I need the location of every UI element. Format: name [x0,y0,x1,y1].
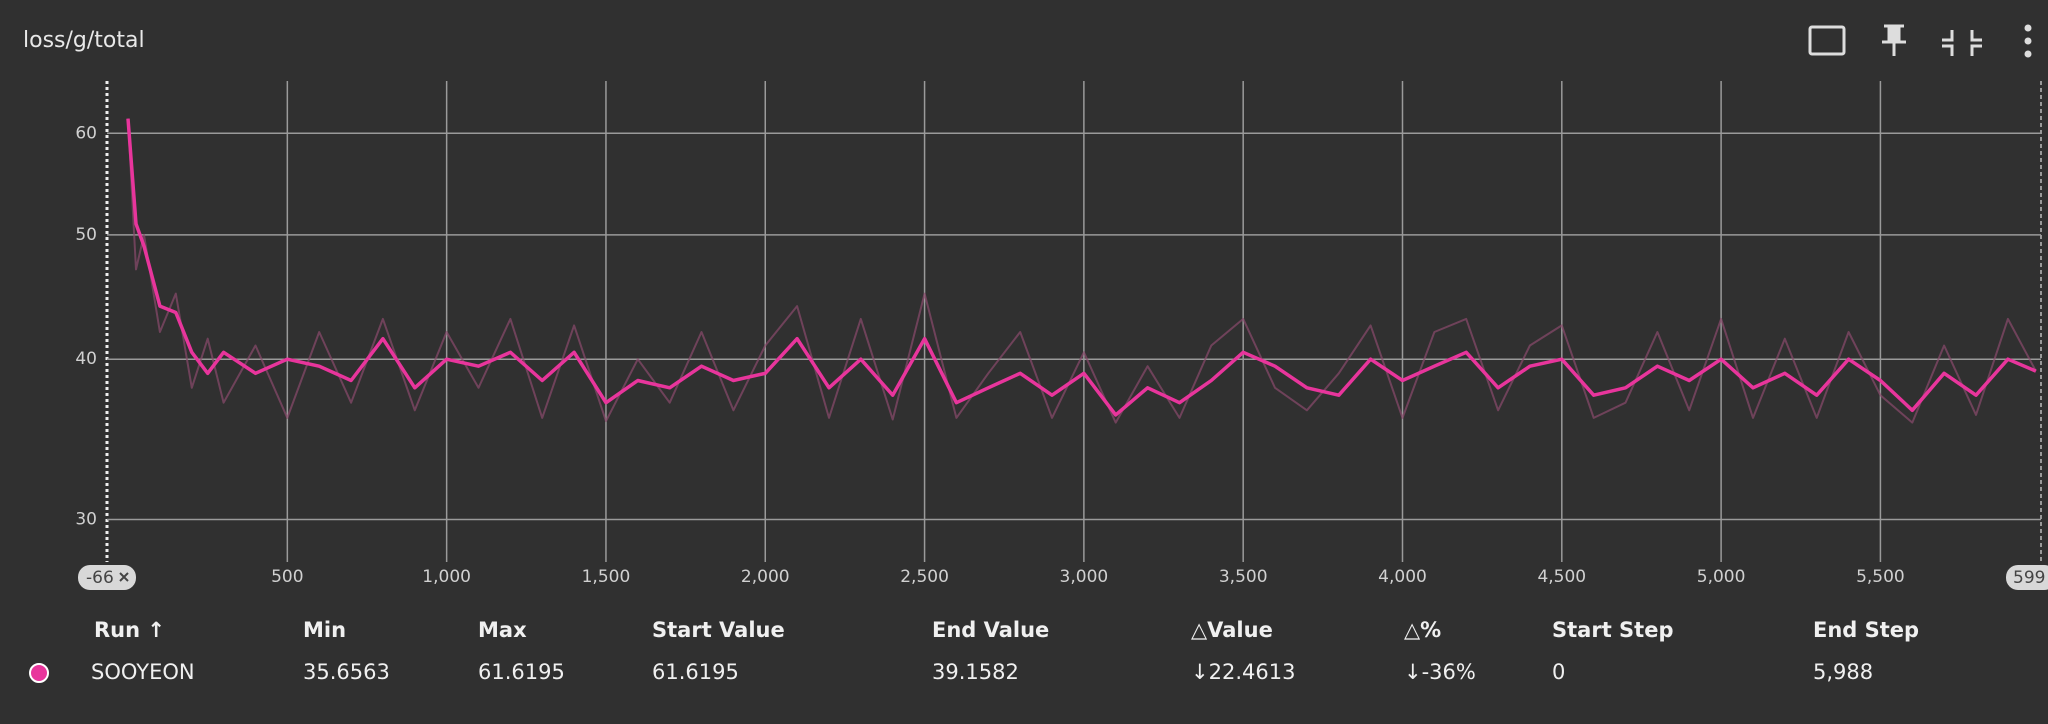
menu-icon[interactable] [2024,24,2032,58]
column-header: Start Value [652,618,785,642]
column-header: End Step [1813,618,1919,642]
x-tick-label: 2,000 [741,567,790,587]
x-tick-label: 3,000 [1060,567,1109,587]
column-header: Min [303,618,346,642]
y-tick-label: 40 [75,349,97,369]
range-start-label: -66 [86,568,114,588]
table-cell: SOOYEON [91,660,195,684]
column-header: Start Step [1552,618,1673,642]
close-icon [119,572,129,582]
x-tick-label: 4,500 [1537,567,1586,587]
table-cell: 39.1582 [932,660,1019,684]
x-tick-label: 4,000 [1378,567,1427,587]
y-tick-label: 50 [75,225,97,245]
table-cell: 61.6195 [652,660,739,684]
card-title: loss/g/total [23,28,145,53]
table-cell: 35.6563 [303,660,390,684]
x-tick-label: 1,000 [422,567,471,587]
x-tick-label: 2,500 [900,567,949,587]
summary-table: Run ↑ Min Max Start Value End Value △Value △% S… [29,618,1919,684]
smoothed-line [126,118,2037,417]
x-tick-label: 3,500 [1219,567,1268,587]
table-cell: 61.6195 [478,660,565,684]
y-tick-label: 30 [75,510,97,530]
plot: 30 40 50 60 500 1,000 1,500 2,000 2,500 3,000 3,50… [75,81,2048,590]
table-cell: ↓22.4613 [1191,660,1295,684]
fit-icon[interactable] [1808,25,1846,56]
column-header: Max [478,618,527,642]
run-color-dot [29,663,49,683]
raw-line [127,118,2037,424]
column-header: △% [1404,618,1441,642]
table-cell: ↓-36% [1404,660,1476,684]
column-header: △Value [1191,618,1273,642]
x-tick-label: 5,500 [1856,567,1905,587]
range-end-label: 599 [2013,568,2045,588]
column-header: Run ↑ [94,618,165,642]
y-tick-label: 60 [75,123,97,143]
x-tick-label: 5,000 [1697,567,1746,587]
pin-icon[interactable] [1882,24,1906,56]
table-cell: 0 [1552,660,1565,684]
column-header: End Value [932,618,1049,642]
collapse-icon[interactable] [1942,30,1982,56]
x-tick-label: 1,500 [582,567,631,587]
x-tick-label: 500 [271,567,303,587]
table-cell: 5,988 [1813,660,1873,684]
range-chip [78,565,136,590]
range-chip [2006,565,2048,590]
